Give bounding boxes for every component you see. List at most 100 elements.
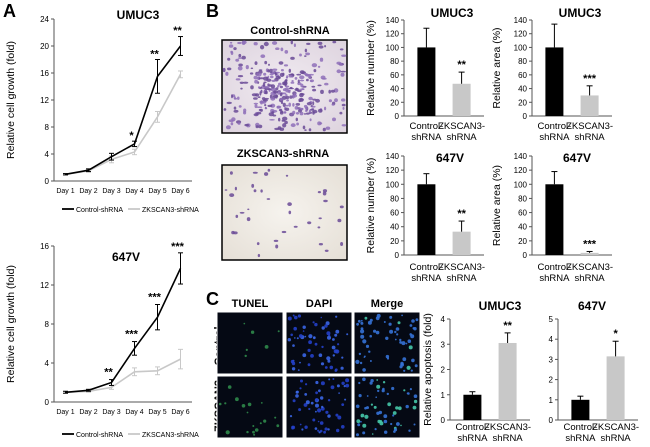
cell-blob <box>276 105 282 109</box>
nucleus-dot <box>332 378 335 380</box>
cell-blob <box>342 106 345 110</box>
b-647v-number-y-tick-label: 140 <box>386 152 400 161</box>
nucleus-dot <box>235 397 239 402</box>
cell-blob <box>302 125 306 130</box>
nucleus-dot <box>290 333 294 337</box>
a-647v-x-tick-label: Day 1 <box>56 409 74 416</box>
cell-blob <box>275 75 281 80</box>
cell-blob <box>299 53 302 57</box>
b-umuc3-area-significance: *** <box>583 73 597 85</box>
nucleus-dot <box>413 423 416 426</box>
cell-blob <box>324 45 327 48</box>
cell-blob <box>285 104 289 107</box>
cell-blob <box>223 108 227 111</box>
cell-blob <box>341 103 346 107</box>
a-647v-y-tick-label: 4 <box>45 359 50 368</box>
nucleus-dot <box>389 329 394 334</box>
nucleus-dot <box>317 420 320 423</box>
cell-blob <box>258 69 263 71</box>
a-647v-series-line-1 <box>65 358 181 394</box>
c-647v-y-tick-label: 0 <box>549 416 554 425</box>
nucleus-dot <box>314 342 318 346</box>
cell-blob <box>259 77 265 80</box>
nucleus-dot <box>276 424 280 428</box>
cell-blob <box>267 168 271 172</box>
cell-blob <box>251 183 255 188</box>
nucleus-dot <box>393 428 398 432</box>
cell-blob <box>273 90 279 94</box>
a-647v-x-tick-label: Day 4 <box>125 409 143 416</box>
nucleus-dot <box>360 329 365 334</box>
c-umuc3-y-label: Relative apoptosis (fold) <box>422 313 434 426</box>
nucleus-dot <box>364 406 367 410</box>
cell-blob <box>254 104 258 109</box>
cell-blob <box>264 90 268 95</box>
b-647v-area-y-tick-label: 100 <box>514 180 528 189</box>
nucleus-dot <box>341 356 344 359</box>
cell-blob <box>311 105 316 108</box>
cell-blob <box>288 102 292 107</box>
cell-blob <box>319 122 323 125</box>
nucleus-dot <box>409 324 413 327</box>
c-umuc3-bar <box>498 342 517 420</box>
cell-blob <box>322 127 326 132</box>
cell-blob <box>256 111 262 115</box>
cell-blob <box>297 79 300 84</box>
c-umuc3-y-tick-label: 2 <box>441 366 446 375</box>
nucleus-dot <box>245 348 248 351</box>
cell-blob <box>254 79 258 84</box>
nucleus-dot <box>397 321 401 325</box>
cell-blob <box>290 40 293 45</box>
nucleus-dot <box>247 402 252 407</box>
nucleus-dot <box>376 384 381 389</box>
nucleus-dot <box>357 319 361 323</box>
cell-blob <box>272 114 277 117</box>
nucleus-dot <box>308 407 311 411</box>
cell-blob <box>250 85 254 90</box>
b-umuc3-area-y-tick-label: 140 <box>514 16 528 25</box>
cell-blob <box>285 79 288 82</box>
nucleus-dot <box>299 361 301 364</box>
cell-blob <box>318 45 324 49</box>
cell-blob <box>253 97 258 100</box>
cell-blob <box>270 75 274 79</box>
nucleus-dot <box>327 399 331 402</box>
nucleus-dot <box>292 314 295 317</box>
cell-blob <box>304 106 308 110</box>
cell-blob <box>226 101 232 105</box>
cell-blob <box>304 55 307 57</box>
nucleus-dot <box>397 406 402 411</box>
cell-blob <box>296 73 302 76</box>
nucleus-dot <box>324 366 328 369</box>
cell-blob <box>279 85 283 89</box>
nucleus-dot <box>385 354 390 359</box>
cell-blob <box>262 82 266 87</box>
cell-blob <box>279 92 283 97</box>
cell-blob <box>308 74 312 79</box>
fluorescence-image-tile <box>216 311 284 375</box>
nucleus-dot <box>383 414 388 419</box>
b-647v-area-y-tick-label: 20 <box>518 237 527 246</box>
cell-blob <box>325 126 331 130</box>
cell-blob <box>273 94 279 98</box>
a-647v-x-tick-label: Day 3 <box>102 409 120 416</box>
cell-blob <box>254 93 260 97</box>
cell-blob <box>285 107 290 112</box>
nucleus-dot <box>355 359 360 364</box>
c-647v-y-tick-label: 5 <box>549 315 554 324</box>
a-umuc3-x-tick-label: Day 1 <box>56 188 74 195</box>
a-umuc3-y-tick-label: 4 <box>45 150 50 159</box>
b-umuc3-number-category-label: ZKSCAN3- <box>438 121 485 132</box>
nucleus-dot <box>369 334 373 338</box>
nucleus-dot <box>363 356 366 358</box>
cell-blob <box>285 85 290 88</box>
cell-blob <box>237 122 241 125</box>
a-umuc3-y-tick-label: 24 <box>40 15 49 24</box>
cell-blob <box>306 78 309 82</box>
nucleus-dot <box>392 414 395 417</box>
cell-blob <box>286 99 289 102</box>
cell-blob <box>310 80 313 82</box>
nucleus-dot <box>318 389 321 393</box>
647v-relative-area-chart: 647V 0 20 40 60 80 100 120 140 Relative area (%) C… <box>491 151 613 284</box>
cell-blob <box>238 63 243 67</box>
